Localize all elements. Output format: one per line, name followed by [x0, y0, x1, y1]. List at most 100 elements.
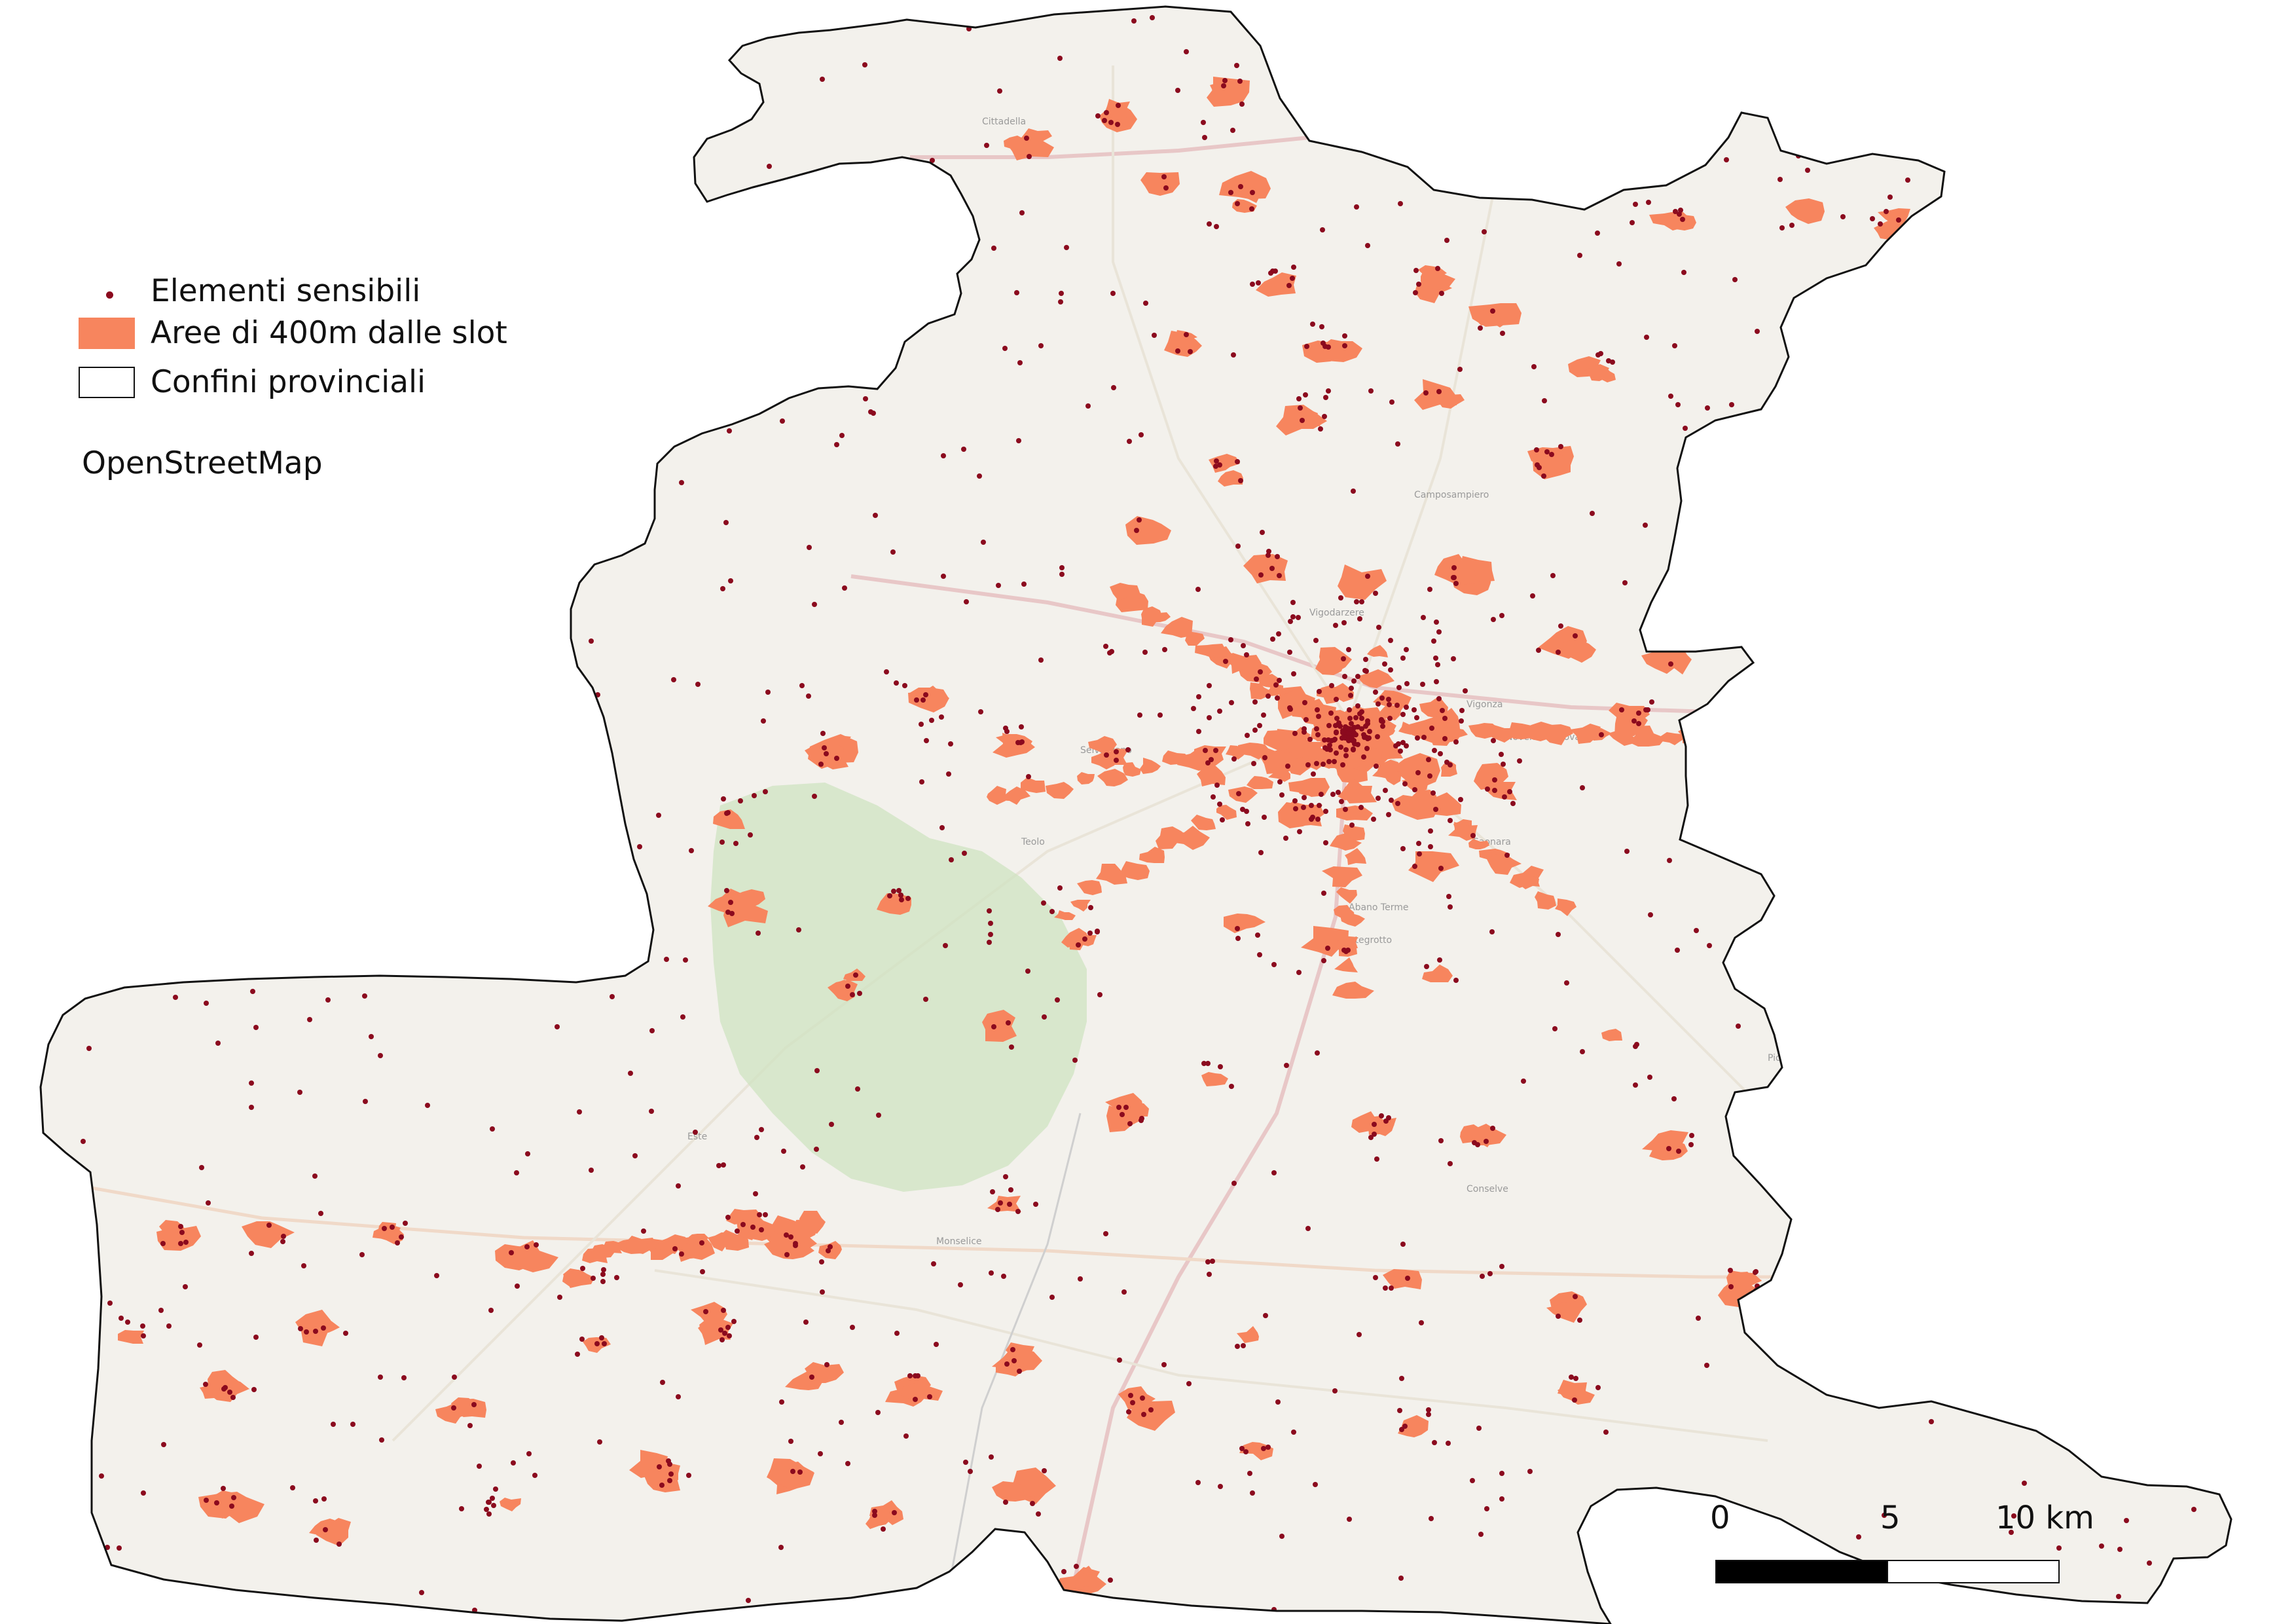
sensitive-point: [1376, 701, 1381, 707]
sensitive-point: [1017, 360, 1023, 365]
sensitive-point: [1184, 332, 1189, 337]
sensitive-point: [1271, 962, 1277, 967]
sensitive-point: [1490, 308, 1495, 314]
sensitive-point: [594, 1341, 600, 1346]
sensitive-point: [1417, 851, 1422, 857]
sensitive-point: [183, 1240, 189, 1245]
sensitive-point: [1668, 661, 1673, 667]
sensitive-point: [141, 1490, 146, 1496]
sensitive-point: [1459, 708, 1465, 713]
sensitive-point: [1292, 798, 1298, 803]
sensitive-point: [799, 683, 805, 688]
slot-buffer-area: [1726, 1270, 1762, 1292]
sensitive-point: [941, 453, 946, 458]
sensitive-point: [814, 1068, 820, 1073]
slot-buffer-area: [1338, 786, 1360, 800]
sensitive-point: [1359, 716, 1364, 721]
sensitive-point: [580, 1266, 585, 1271]
sensitive-point: [812, 602, 817, 607]
sensitive-point: [1300, 418, 1305, 423]
sensitive-point: [689, 848, 694, 853]
sensitive-point: [738, 798, 743, 803]
sensitive-point: [1345, 948, 1351, 953]
sensitive-point: [905, 896, 911, 901]
sensitive-point: [1291, 1430, 1296, 1435]
sensitive-point: [1218, 1064, 1223, 1069]
sensitive-point: [1322, 737, 1327, 743]
sensitive-point: [1161, 174, 1167, 179]
sensitive-point: [526, 1451, 532, 1456]
sensitive-point: [725, 910, 731, 915]
slot-buffer-area: [208, 1370, 240, 1393]
sensitive-point: [902, 683, 907, 688]
slot-buffer-area: [1378, 703, 1407, 720]
sensitive-point: [601, 1267, 606, 1272]
sensitive-point: [1577, 253, 1582, 258]
sensitive-point: [781, 1149, 786, 1154]
sensitive-point: [86, 1046, 92, 1051]
sensitive-point: [1643, 707, 1649, 712]
sensitive-point: [1207, 715, 1212, 720]
sensitive-point: [919, 722, 924, 727]
sensitive-point: [1707, 943, 1712, 948]
sensitive-point: [1231, 352, 1236, 358]
sensitive-point: [1549, 452, 1554, 457]
sensitive-point: [1929, 1419, 1934, 1424]
sensitive-point: [1296, 615, 1301, 620]
sensitive-point: [1397, 1408, 1402, 1413]
slot-buffer-area: [1608, 729, 1634, 746]
sensitive-point: [1049, 909, 1055, 914]
sensitive-point: [723, 520, 729, 525]
sensitive-point: [809, 1375, 814, 1380]
slot-buffer-area: [1238, 743, 1269, 760]
sensitive-point: [1504, 853, 1510, 858]
sensitive-point: [1055, 997, 1060, 1003]
slot-buffer-area: [866, 1511, 890, 1529]
sensitive-point: [914, 697, 919, 703]
sensitive-point: [1399, 1427, 1404, 1432]
sensitive-point: [1338, 724, 1343, 729]
scale-label-0: 0: [1710, 1500, 1730, 1536]
sensitive-point: [1249, 206, 1254, 212]
sensitive-point: [941, 574, 946, 579]
sensitive-point: [253, 1025, 259, 1030]
sensitive-point: [1191, 706, 1196, 711]
sensitive-point: [790, 1469, 795, 1474]
slot-buffer-area: [1172, 330, 1197, 346]
sensitive-point: [899, 897, 904, 902]
sensitive-point: [227, 1390, 232, 1395]
sensitive-point: [1671, 1096, 1677, 1101]
sensitive-point: [363, 1099, 368, 1104]
sensitive-point: [298, 1326, 303, 1331]
sensitive-point: [1442, 716, 1448, 721]
sensitive-point: [140, 1323, 145, 1329]
sensitive-point: [1243, 1449, 1248, 1454]
sensitive-point: [754, 1135, 759, 1140]
slot-buffer-area: [1141, 606, 1162, 627]
sensitive-point: [963, 1460, 968, 1465]
sensitive-point: [1231, 1181, 1237, 1186]
slot-buffer-area: [1216, 805, 1237, 820]
slot-buffer-area: [1336, 758, 1368, 783]
sensitive-point: [863, 396, 868, 401]
sensitive-point: [362, 993, 367, 999]
sensitive-point: [1175, 88, 1180, 93]
sensitive-point: [826, 1248, 831, 1253]
sensitive-point: [824, 751, 829, 756]
sensitive-point: [1688, 1142, 1694, 1147]
sensitive-point: [894, 680, 899, 686]
sensitive-point: [395, 1240, 400, 1246]
sensitive-point: [1323, 840, 1328, 845]
sensitive-point: [1072, 1058, 1078, 1063]
sensitive-point: [845, 1461, 850, 1466]
sensitive-point: [1025, 969, 1030, 974]
sensitive-point: [343, 1331, 348, 1336]
sensitive-point: [981, 540, 986, 545]
slot-buffer-area: [511, 1240, 558, 1272]
sensitive-point: [1238, 478, 1243, 483]
sensitive-point: [724, 888, 729, 893]
sensitive-point: [1666, 1146, 1671, 1151]
sensitive-point: [1434, 619, 1439, 625]
sensitive-point: [1556, 932, 1561, 937]
sensitive-point: [1433, 807, 1438, 812]
